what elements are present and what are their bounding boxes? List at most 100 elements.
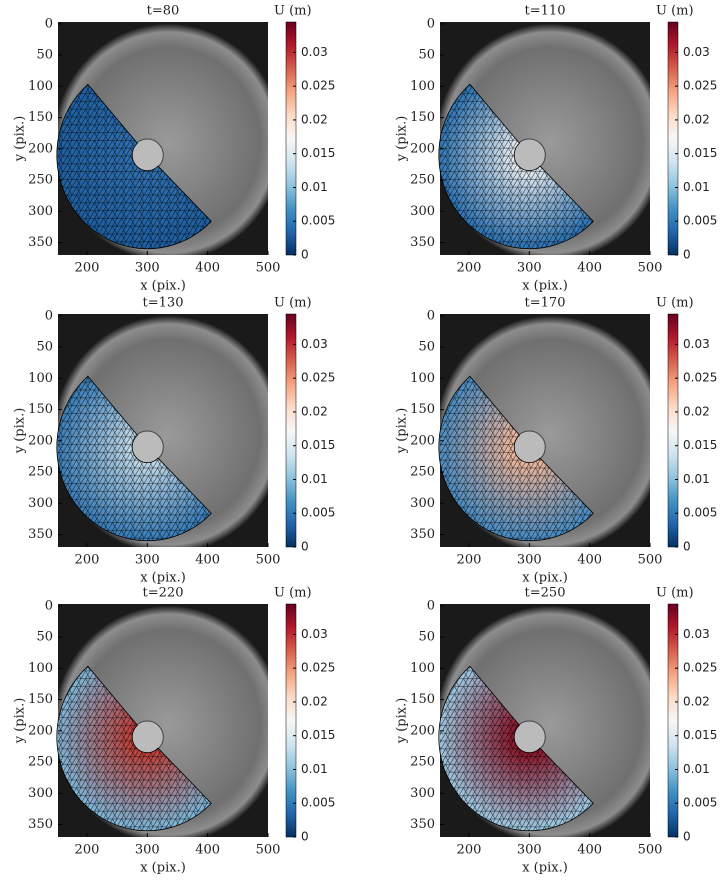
x-tick-label: 200	[75, 553, 100, 568]
colorbar-tick-label: 0.01	[301, 762, 328, 776]
y-tick-label: 300	[28, 496, 53, 511]
colorbar-tick-label: 0.02	[683, 404, 710, 418]
colorbar-tick-label: 0.03	[683, 627, 710, 641]
colorbar-tick-label: 0.025	[301, 79, 335, 93]
colorbar	[667, 603, 679, 838]
y-tick-label: 50	[418, 630, 435, 645]
colorbar-tick-label: 0.01	[683, 472, 710, 486]
y-tick-label: 0	[427, 16, 435, 31]
y-tick-label: 100	[410, 79, 435, 94]
colorbar-tick-label: 0.015	[683, 438, 717, 452]
y-axis-label: y (pix.)	[395, 408, 410, 455]
y-tick-label: 250	[28, 465, 53, 480]
colorbar	[285, 313, 297, 548]
colorbar	[285, 603, 297, 838]
x-tick-label: 500	[638, 843, 663, 858]
x-tick-label: 500	[638, 261, 663, 276]
x-tick-label: 300	[517, 843, 542, 858]
y-tick-label: 150	[28, 692, 53, 707]
x-tick-label: 300	[135, 843, 160, 858]
x-tick-label: 200	[457, 261, 482, 276]
y-tick-label: 100	[410, 661, 435, 676]
title: t=250	[525, 586, 566, 601]
panel: 200 300 400 500 0 50 100 150 200 250 300 350 t=220 x …	[13, 586, 336, 876]
y-tick-label: 300	[410, 786, 435, 801]
colorbar-tick-label: 0	[683, 540, 691, 554]
x-axis-label: x (pix.)	[522, 861, 568, 876]
colorbar-tick-label: 0.005	[301, 506, 335, 520]
x-tick-label: 400	[195, 553, 220, 568]
y-tick-label: 50	[36, 340, 53, 355]
colorbar-tick-label: 0.02	[301, 404, 328, 418]
colorbar-tick-label: 0.005	[301, 796, 335, 810]
x-tick-label: 500	[256, 553, 281, 568]
colorbar-tick-label: 0.015	[301, 728, 335, 742]
colorbar-tick-label: 0	[301, 248, 309, 262]
colorbar-tick-label: 0.03	[301, 337, 328, 351]
y-tick-label: 250	[28, 173, 53, 188]
y-tick-label: 0	[45, 308, 53, 323]
y-tick-label: 100	[28, 79, 53, 94]
y-axis-label: y (pix.)	[395, 116, 410, 163]
colorbar-tick-label: 0.03	[301, 627, 328, 641]
x-tick-label: 300	[517, 553, 542, 568]
y-tick-label: 350	[28, 817, 53, 832]
panel: 200 300 400 500 0 50 100 150 200 250 300 350 t=130 x …	[13, 296, 336, 586]
y-tick-label: 350	[410, 235, 435, 250]
y-tick-label: 200	[28, 433, 53, 448]
x-axis-label: x (pix.)	[140, 279, 186, 294]
colorbar-tick-label: 0.005	[683, 214, 717, 228]
y-axis-label: y (pix.)	[13, 698, 28, 745]
x-tick-label: 200	[457, 553, 482, 568]
y-tick-label: 100	[410, 371, 435, 386]
colorbar-tick-label: 0.025	[683, 661, 717, 675]
colorbar-tick-label: 0.03	[683, 337, 710, 351]
x-tick-label: 400	[577, 553, 602, 568]
x-axis-label: x (pix.)	[140, 861, 186, 876]
colorbar-tick-label: 0.015	[301, 146, 335, 160]
y-tick-label: 150	[410, 692, 435, 707]
colorbar-tick-label: 0.005	[301, 214, 335, 228]
y-tick-label: 100	[28, 371, 53, 386]
x-axis-label: x (pix.)	[522, 571, 568, 586]
y-tick-label: 0	[427, 598, 435, 613]
colorbar-tick-label: 0.01	[301, 472, 328, 486]
y-tick-label: 200	[410, 723, 435, 738]
title: t=170	[525, 296, 566, 311]
colorbar-tick-label: 0	[683, 248, 691, 262]
y-tick-label: 250	[410, 465, 435, 480]
colorbar-tick-label: 0.025	[683, 371, 717, 385]
y-tick-label: 0	[45, 16, 53, 31]
colorbar-label: U (m)	[656, 296, 694, 311]
colorbar-tick-label: 0.01	[683, 762, 710, 776]
y-tick-label: 250	[410, 173, 435, 188]
colorbar-tick-label: 0.02	[683, 694, 710, 708]
y-axis-label: y (pix.)	[13, 116, 28, 163]
colorbar-tick-label: 0.025	[301, 371, 335, 385]
y-tick-label: 300	[410, 204, 435, 219]
y-tick-label: 50	[36, 630, 53, 645]
y-tick-label: 200	[28, 723, 53, 738]
y-tick-label: 350	[410, 527, 435, 542]
x-axis-label: x (pix.)	[522, 279, 568, 294]
x-tick-label: 200	[457, 843, 482, 858]
y-tick-label: 250	[28, 755, 53, 770]
x-tick-label: 300	[517, 261, 542, 276]
colorbar-label: U (m)	[274, 4, 312, 19]
colorbar-tick-label: 0.015	[683, 146, 717, 160]
colorbar-tick-label: 0.015	[683, 728, 717, 742]
y-tick-label: 350	[410, 817, 435, 832]
panel: 200 300 400 500 0 50 100 150 200 250 300 350 t=110 x …	[395, 4, 718, 294]
colorbar-label: U (m)	[656, 4, 694, 19]
x-tick-label: 400	[577, 843, 602, 858]
y-tick-label: 350	[28, 235, 53, 250]
y-tick-label: 300	[28, 786, 53, 801]
y-tick-label: 300	[410, 496, 435, 511]
colorbar	[667, 21, 679, 256]
y-tick-label: 50	[418, 340, 435, 355]
x-tick-label: 400	[195, 261, 220, 276]
colorbar-tick-label: 0.03	[301, 45, 328, 59]
y-tick-label: 50	[418, 48, 435, 63]
